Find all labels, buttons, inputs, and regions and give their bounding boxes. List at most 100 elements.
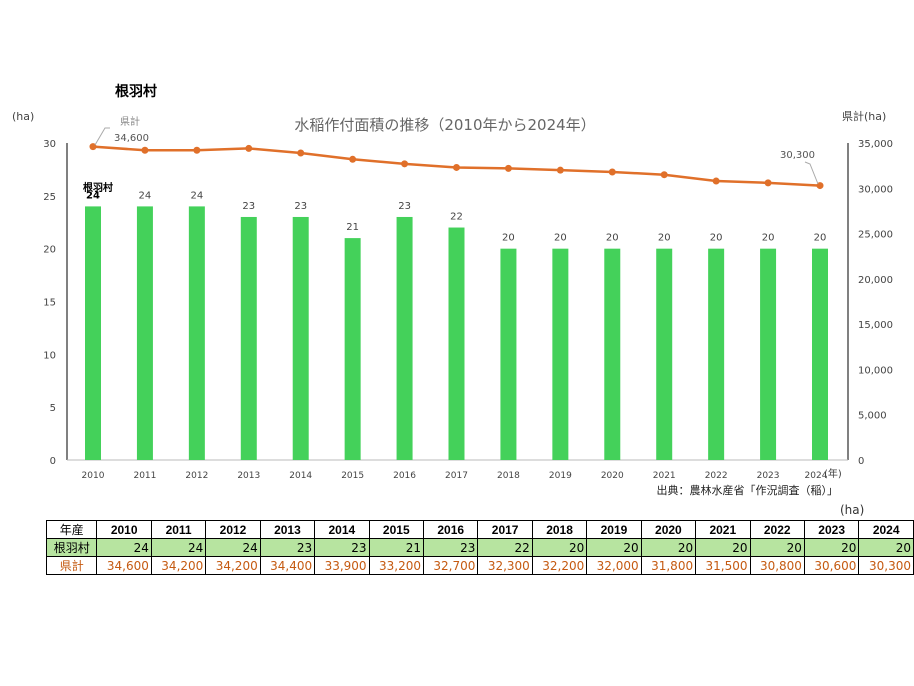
x-tick: 2023 xyxy=(757,471,780,481)
table-cell: 20 xyxy=(586,538,642,557)
bar xyxy=(85,206,101,460)
bar-data-label: 24 xyxy=(86,190,100,201)
table-year-header: 2021 xyxy=(695,520,751,539)
bar xyxy=(812,248,828,460)
line-point xyxy=(401,160,409,168)
line-point xyxy=(712,177,720,185)
table-cell: 34,400 xyxy=(259,556,316,575)
x-tick: 2013 xyxy=(237,471,260,481)
y-tick-right: 5,000 xyxy=(858,411,887,422)
table-cell: 30,800 xyxy=(749,556,805,575)
x-tick: 2016 xyxy=(393,471,416,481)
line-point xyxy=(453,163,460,171)
table-cell: 24 xyxy=(205,538,261,557)
table-cell: 33,200 xyxy=(368,556,424,575)
line-point xyxy=(141,146,149,154)
y-tick-left: 0 xyxy=(50,456,56,467)
table-year-header: 2022 xyxy=(749,520,805,539)
y-tick-left: 25 xyxy=(43,192,56,203)
x-tick: 2018 xyxy=(497,471,520,481)
line-point xyxy=(193,146,201,154)
bar-data-label: 20 xyxy=(814,233,827,244)
x-tick: 2015 xyxy=(341,471,364,481)
line-point xyxy=(89,143,97,151)
table-header-label: 年産 xyxy=(45,520,98,539)
x-tick: 2017 xyxy=(445,471,468,481)
table-cell: 30,600 xyxy=(803,556,860,575)
y-tick-left: 20 xyxy=(43,245,56,256)
table-cell: 32,200 xyxy=(531,556,588,575)
bar-data-label: 22 xyxy=(450,212,463,223)
x-axis-label: (年) xyxy=(824,467,842,480)
table-year-header: 2020 xyxy=(640,520,697,539)
row-label: 根羽村 xyxy=(45,538,98,557)
y-tick-left: 5 xyxy=(50,403,56,414)
leader-line xyxy=(804,161,819,185)
bar-data-label: 24 xyxy=(190,190,203,201)
chart-title: 水稲作付面積の推移（2010年から2024年） xyxy=(294,116,595,134)
y-tick-left: 15 xyxy=(43,298,56,309)
bar xyxy=(188,206,205,460)
bar-data-label: 20 xyxy=(762,233,775,244)
table-year-header: 2017 xyxy=(477,520,533,539)
table-cell: 31,800 xyxy=(640,556,697,575)
table-cell: 20 xyxy=(749,538,805,557)
line-point xyxy=(297,149,305,157)
table-unit: (ha) xyxy=(840,503,865,517)
bar xyxy=(396,216,413,460)
y-tick-left: 10 xyxy=(43,350,56,361)
line-data-label: 34,600 xyxy=(114,133,149,144)
line-point xyxy=(349,155,357,163)
y-tick-right: 35,000 xyxy=(858,139,893,150)
line-point xyxy=(764,179,772,187)
table-cell: 23 xyxy=(422,538,479,557)
table-cell: 34,200 xyxy=(205,556,261,575)
bar xyxy=(448,227,465,460)
y-tick-right: 25,000 xyxy=(858,230,893,241)
bar-data-label: 20 xyxy=(606,233,619,244)
bar xyxy=(344,238,361,460)
table-year-header: 2014 xyxy=(314,520,370,539)
bar xyxy=(760,248,777,460)
bar-data-label: 20 xyxy=(710,233,723,244)
bar xyxy=(500,248,517,460)
table-cell: 30,300 xyxy=(858,556,914,575)
table-cell: 33,900 xyxy=(314,556,370,575)
line-point xyxy=(504,164,512,172)
series-label-line: 県計 xyxy=(120,115,140,128)
y-tick-right: 10,000 xyxy=(858,365,893,376)
y-axis-right-label: 県計(ha) xyxy=(842,109,886,123)
table-cell: 32,300 xyxy=(477,556,533,575)
bar xyxy=(604,248,621,460)
table-cell: 20 xyxy=(858,538,914,557)
table-cell: 20 xyxy=(803,538,860,557)
y-tick-right: 20,000 xyxy=(858,275,893,286)
y-tick-left: 30 xyxy=(43,139,56,150)
y-tick-right: 15,000 xyxy=(858,320,893,331)
table-cell: 20 xyxy=(531,538,588,557)
table-year-header: 2024 xyxy=(858,520,914,539)
table-year-header: 2019 xyxy=(586,520,642,539)
x-tick: 2021 xyxy=(653,471,676,481)
x-tick: 2012 xyxy=(185,471,208,481)
table-cell: 32,000 xyxy=(586,556,642,575)
table-year-header: 2011 xyxy=(150,520,207,539)
bar xyxy=(552,248,569,460)
bar xyxy=(136,206,153,460)
table-cell: 31,500 xyxy=(695,556,751,575)
table-cell: 23 xyxy=(314,538,370,557)
table-cell: 34,200 xyxy=(150,556,207,575)
x-tick: 2020 xyxy=(601,471,624,481)
table-year-header: 2015 xyxy=(368,520,424,539)
table-cell: 34,600 xyxy=(96,556,152,575)
x-tick: 2010 xyxy=(82,471,105,481)
x-tick: 2022 xyxy=(705,471,728,481)
table-cell: 23 xyxy=(259,538,316,557)
bar-data-label: 21 xyxy=(346,222,359,233)
table-cell: 21 xyxy=(368,538,424,557)
x-tick: 2019 xyxy=(549,471,572,481)
table-year-header: 2023 xyxy=(803,520,860,539)
line-point xyxy=(245,144,253,152)
line-point xyxy=(660,171,668,179)
data-table: 年産 2010 2011 2012 2013 2014 2015 2016 2017 2018 20… xyxy=(45,520,914,575)
